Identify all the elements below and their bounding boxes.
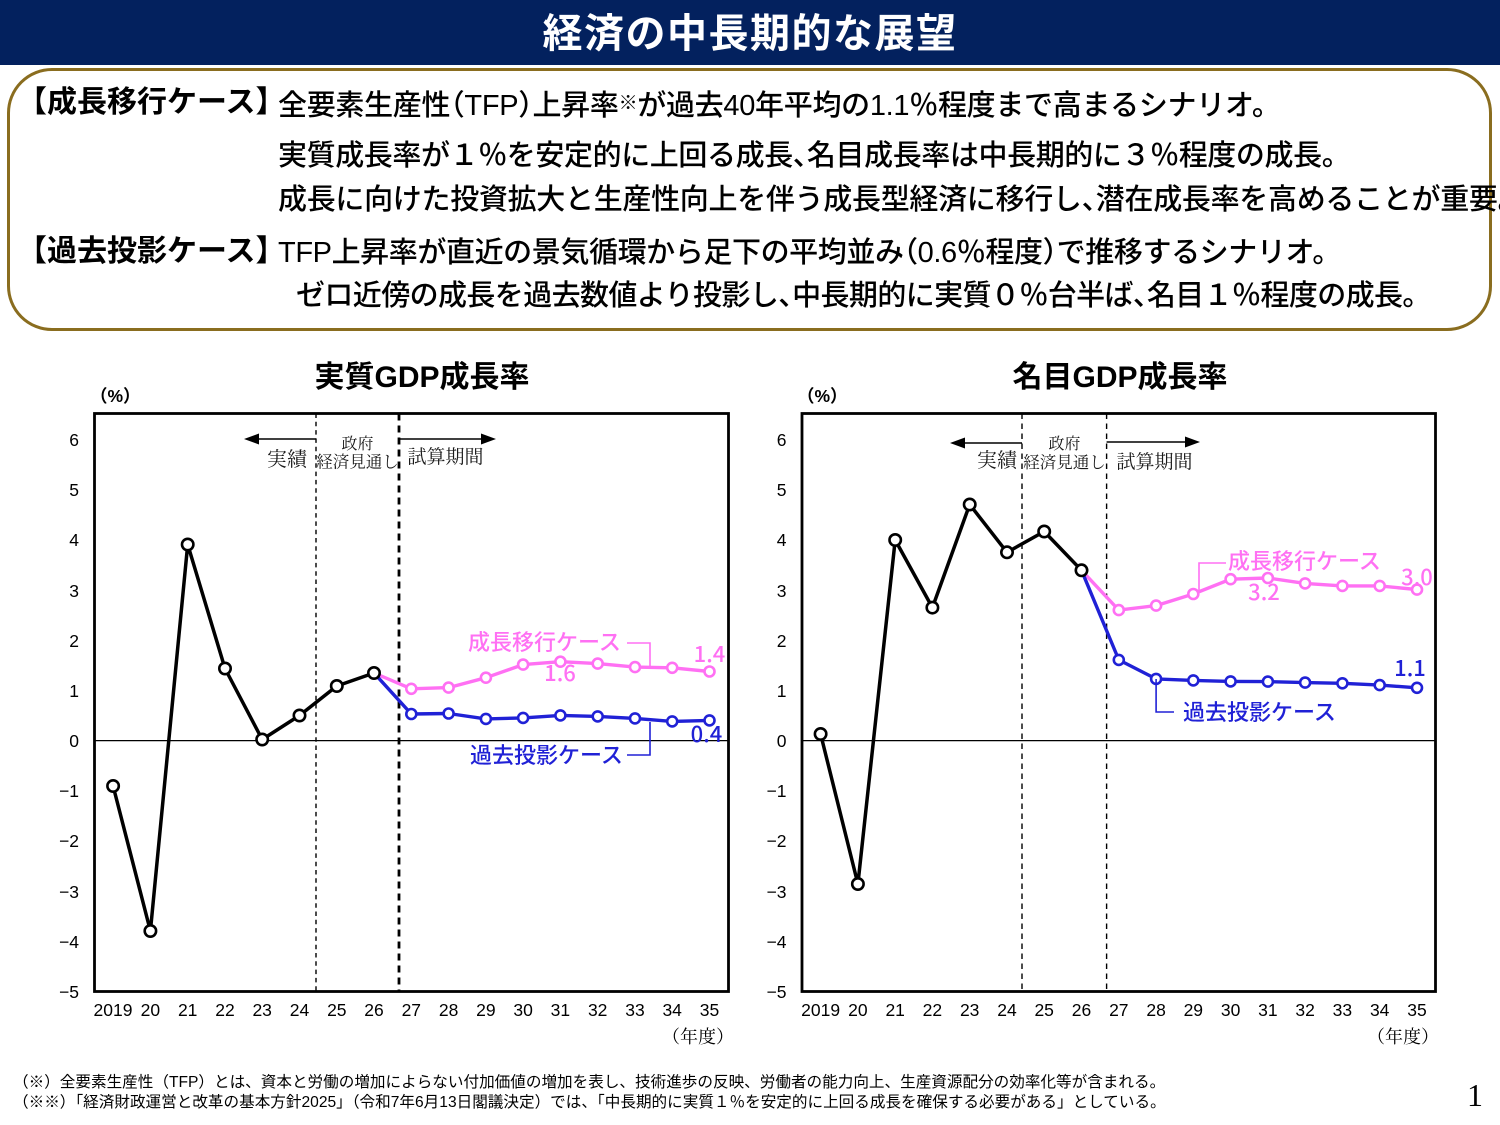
svg-text:28: 28	[1146, 1000, 1165, 1020]
svg-text:−1: −1	[767, 781, 787, 801]
svg-text:28: 28	[439, 1000, 458, 1020]
svg-text:過去投影ケース: 過去投影ケース	[1183, 695, 1336, 727]
svg-text:21: 21	[178, 1000, 197, 1020]
svg-text:経済見通し: 経済見通し	[316, 453, 399, 472]
svg-text:21: 21	[885, 1000, 904, 1020]
svg-text:20: 20	[141, 1000, 161, 1020]
svg-text:3.2: 3.2	[1248, 575, 1280, 607]
svg-text:0: 0	[69, 731, 79, 751]
svg-text:名目GDP成長率: 名目GDP成長率	[1012, 361, 1227, 394]
svg-text:35: 35	[1407, 1000, 1426, 1020]
svg-text:1.4: 1.4	[694, 637, 726, 669]
svg-text:24: 24	[290, 1000, 310, 1020]
svg-text:20: 20	[848, 1000, 868, 1020]
svg-text:30: 30	[1221, 1000, 1241, 1020]
svg-text:27: 27	[1109, 1000, 1128, 1020]
svg-text:3: 3	[777, 581, 787, 601]
svg-text:22: 22	[215, 1000, 234, 1020]
svg-text:34: 34	[1370, 1000, 1390, 1020]
svg-text:実質GDP成長率: 実質GDP成長率	[314, 361, 529, 394]
svg-text:−2: −2	[767, 831, 787, 851]
svg-text:22: 22	[923, 1000, 942, 1020]
svg-text:実績: 実績	[267, 448, 309, 471]
svg-text:−3: −3	[767, 882, 787, 902]
svg-text:（%）: （%）	[797, 386, 848, 406]
svg-text:（年度）: （年度）	[662, 1026, 734, 1047]
svg-text:0.4: 0.4	[691, 717, 723, 749]
svg-text:−4: −4	[767, 932, 787, 952]
svg-text:5: 5	[777, 480, 787, 500]
svg-text:4: 4	[69, 530, 79, 550]
svg-text:1.6: 1.6	[544, 656, 576, 688]
svg-text:成長移行ケース: 成長移行ケース	[468, 625, 621, 657]
svg-text:25: 25	[1034, 1000, 1053, 1020]
svg-text:1: 1	[777, 681, 787, 701]
svg-text:試算期間: 試算期間	[1117, 451, 1193, 473]
svg-text:1: 1	[69, 681, 79, 701]
svg-text:29: 29	[1184, 1000, 1203, 1020]
svg-text:経済見通し: 経済見通し	[1023, 453, 1106, 472]
svg-text:−2: −2	[59, 831, 79, 851]
svg-text:23: 23	[252, 1000, 271, 1020]
svg-text:−4: −4	[59, 932, 79, 952]
svg-text:（%）: （%）	[90, 386, 141, 406]
svg-text:実績: 実績	[977, 449, 1019, 472]
svg-text:−5: −5	[767, 982, 787, 1002]
svg-text:31: 31	[1258, 1000, 1277, 1020]
svg-text:25: 25	[327, 1000, 346, 1020]
svg-text:−1: −1	[59, 781, 79, 801]
svg-text:34: 34	[662, 1000, 682, 1020]
svg-text:3: 3	[69, 581, 79, 601]
svg-text:27: 27	[402, 1000, 421, 1020]
svg-text:35: 35	[700, 1000, 719, 1020]
svg-text:5: 5	[69, 480, 79, 500]
svg-text:4: 4	[777, 530, 787, 550]
svg-text:−3: −3	[59, 882, 79, 902]
svg-text:6: 6	[69, 430, 79, 450]
svg-text:24: 24	[997, 1000, 1017, 1020]
svg-text:26: 26	[1072, 1000, 1091, 1020]
svg-text:過去投影ケース: 過去投影ケース	[470, 738, 623, 770]
svg-text:6: 6	[777, 430, 787, 450]
svg-text:3.0: 3.0	[1401, 560, 1433, 592]
svg-text:33: 33	[625, 1000, 644, 1020]
svg-text:試算期間: 試算期間	[408, 446, 484, 468]
svg-text:2: 2	[69, 631, 79, 651]
svg-text:33: 33	[1333, 1000, 1352, 1020]
svg-text:0: 0	[777, 731, 787, 751]
svg-text:1.1: 1.1	[1394, 651, 1426, 683]
svg-text:政府: 政府	[341, 435, 373, 453]
svg-text:2019: 2019	[94, 1000, 133, 1020]
svg-text:政府: 政府	[1048, 435, 1080, 453]
svg-text:2: 2	[777, 631, 787, 651]
svg-text:成長移行ケース: 成長移行ケース	[1228, 544, 1381, 576]
svg-text:31: 31	[551, 1000, 570, 1020]
svg-text:2019: 2019	[801, 1000, 840, 1020]
svg-text:−5: −5	[59, 982, 79, 1002]
svg-text:29: 29	[476, 1000, 495, 1020]
svg-text:32: 32	[588, 1000, 607, 1020]
svg-text:30: 30	[513, 1000, 533, 1020]
svg-text:32: 32	[1295, 1000, 1314, 1020]
svg-text:（年度）: （年度）	[1367, 1026, 1439, 1047]
svg-text:23: 23	[960, 1000, 979, 1020]
svg-text:26: 26	[364, 1000, 383, 1020]
